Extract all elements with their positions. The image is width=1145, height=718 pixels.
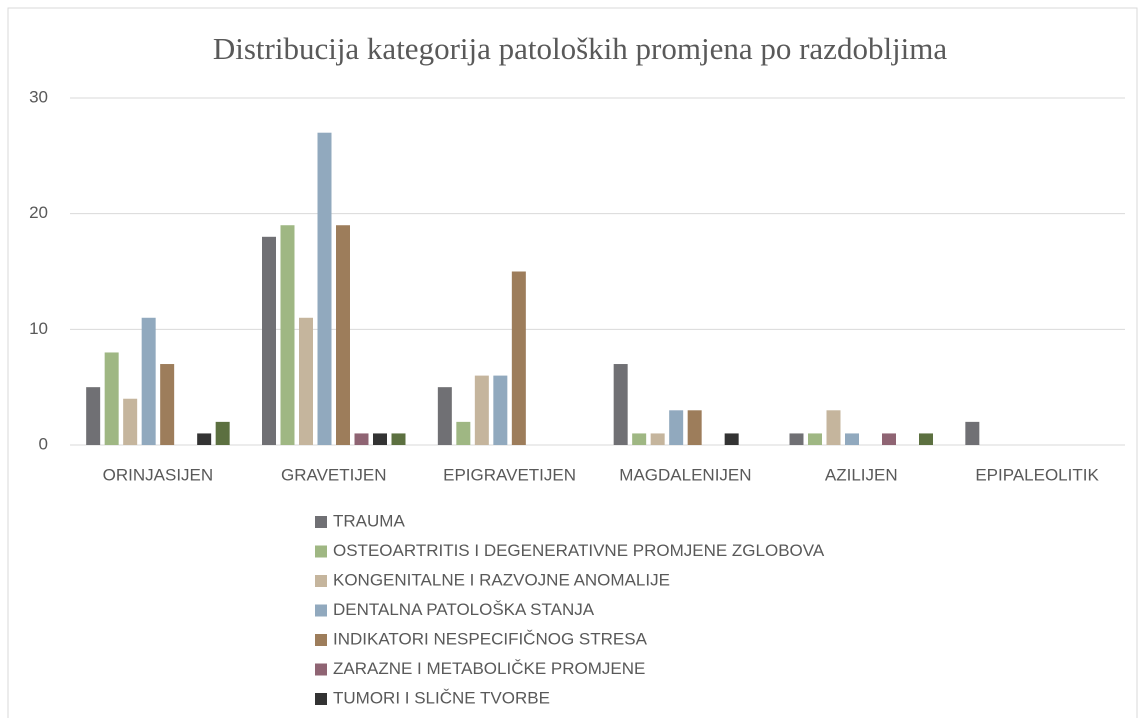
bar — [262, 236, 276, 445]
bar — [86, 387, 101, 445]
bar — [613, 364, 628, 445]
y-tick-label: 30 — [29, 87, 48, 106]
bar — [965, 421, 980, 445]
bar — [650, 433, 665, 445]
bar — [687, 410, 702, 445]
legend-label: INDIKATORI NESPECIFIČNOG STRESA — [333, 629, 648, 648]
bar — [299, 317, 313, 445]
legend-label: KONGENITALNE I RAZVOJNE ANOMALIJE — [333, 570, 670, 589]
bar — [493, 375, 508, 445]
legend-label: DENTALNA PATOLOŠKA STANJA — [333, 600, 595, 619]
y-tick-label: 10 — [29, 319, 48, 338]
bar — [373, 433, 387, 445]
bar — [808, 433, 822, 445]
legend-label: TRAUMA — [333, 511, 405, 530]
bar — [391, 433, 406, 445]
legend-swatch — [315, 693, 327, 705]
x-tick-label: EPIPALEOLITIK — [975, 465, 1099, 484]
bar — [141, 317, 156, 445]
legend-label: TUMORI I SLIČNE TVORBE — [333, 688, 550, 707]
bar — [456, 421, 471, 445]
bar — [845, 433, 859, 445]
y-tick-label: 0 — [39, 434, 48, 453]
x-tick-label: GRAVETIJEN — [281, 465, 386, 484]
bar — [474, 375, 489, 445]
bar — [882, 433, 896, 445]
bar — [104, 352, 119, 445]
chart-frame — [7, 7, 1138, 718]
legend-label: ZARAZNE I METABOLIČKE PROMJENE — [333, 659, 645, 678]
bar — [437, 387, 452, 445]
chart-title: Distribucija kategorija patoloških promj… — [213, 31, 948, 66]
legend-label: OSTEOARTRITIS I DEGENERATIVNE PROMJENE Z… — [333, 541, 825, 560]
bar — [789, 433, 804, 445]
bar — [123, 398, 138, 445]
x-tick-label: AZILIJEN — [825, 465, 898, 484]
legend-swatch — [315, 545, 327, 558]
bar — [336, 225, 350, 445]
bar — [197, 433, 212, 445]
y-tick-label: 20 — [29, 203, 48, 222]
bar — [511, 271, 526, 445]
bar — [669, 410, 684, 445]
legend-swatch — [315, 604, 327, 617]
bar — [160, 364, 175, 445]
bar — [354, 433, 369, 445]
legend-swatch — [315, 575, 327, 587]
bar — [215, 421, 230, 445]
legend-swatch — [315, 663, 327, 676]
x-tick-label: ORINJASIJEN — [103, 465, 214, 484]
bar — [919, 433, 933, 445]
bar — [280, 225, 295, 445]
x-tick-label: EPIGRAVETIJEN — [443, 465, 576, 484]
legend-swatch — [315, 634, 327, 646]
bar — [724, 433, 739, 445]
bar — [317, 132, 332, 445]
legend-swatch — [315, 516, 327, 528]
bar — [632, 433, 647, 445]
x-tick-label: MAGDALENIJEN — [619, 465, 751, 484]
bar — [826, 410, 841, 445]
